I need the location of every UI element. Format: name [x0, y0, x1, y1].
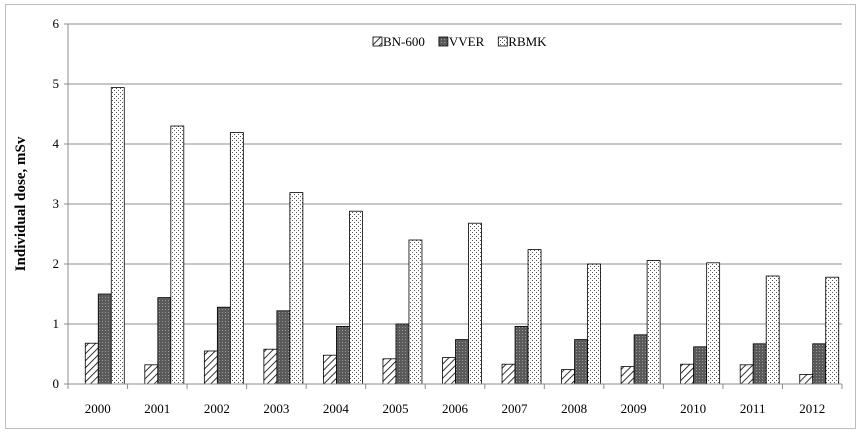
y-tick-label: 0	[53, 376, 60, 391]
x-tick-label: 2001	[144, 401, 170, 416]
bar-vver-2001	[157, 297, 172, 385]
bar-rbmk-2005	[408, 239, 423, 385]
legend-label-bn-600: BN-600	[383, 34, 425, 49]
bar-rbmk-2011	[765, 275, 780, 385]
bar-bn-600-2002	[203, 350, 218, 385]
bar-rbmk-2004	[349, 210, 363, 385]
x-tick-label: 2005	[382, 401, 408, 416]
x-tick-label: 2002	[204, 401, 230, 416]
bar-vver-2003	[276, 310, 291, 385]
bar-vver-2004	[336, 325, 350, 385]
x-tick-label: 2008	[561, 401, 587, 416]
y-axis-title: Individual dose, mSv	[13, 136, 29, 271]
legend-swatch-rbmk	[497, 36, 508, 47]
bar-bn-600-2000	[84, 342, 99, 385]
bars	[84, 87, 840, 385]
bar-bn-600-2008	[561, 369, 575, 385]
x-tick-label: 2010	[680, 401, 706, 416]
bar-bn-600-2004	[323, 354, 337, 385]
legend-label-rbmk: RBMK	[508, 34, 547, 49]
legend-label-vver: VVER	[449, 34, 485, 49]
x-tick-label: 2003	[263, 401, 289, 416]
y-tick-label: 2	[53, 256, 60, 271]
bar-bn-600-2005	[382, 358, 397, 385]
bar-rbmk-2000	[110, 87, 125, 385]
bar-vver-2010	[693, 346, 708, 385]
x-tick-label: 2004	[323, 401, 350, 416]
bar-bn-600-2012	[799, 373, 814, 385]
bar-bn-600-2011	[739, 364, 754, 385]
x-tick-label: 2009	[621, 401, 647, 416]
bar-rbmk-2012	[825, 276, 840, 385]
bar-bn-600-2003	[263, 348, 278, 385]
bar-vver-2007	[514, 325, 529, 385]
y-tick-label: 5	[53, 76, 60, 91]
legend-swatch-bn-600	[372, 36, 383, 47]
bar-vver-2008	[574, 339, 588, 385]
x-tick-label: 2006	[442, 401, 469, 416]
y-tick-label: 6	[53, 16, 60, 31]
legend: BN-600 VVER RBMK	[372, 34, 547, 49]
legend-swatch-vver	[438, 36, 449, 47]
bar-vver-2012	[812, 343, 827, 385]
bar-vver-2011	[752, 343, 767, 385]
bar-rbmk-2009	[646, 259, 661, 385]
x-tick-label: 2007	[502, 401, 529, 416]
bar-rbmk-2006	[468, 222, 482, 385]
bar-rbmk-2002	[229, 132, 244, 385]
bar-rbmk-2007	[527, 249, 542, 385]
y-tick-label: 1	[53, 316, 60, 331]
bar-rbmk-2008	[587, 263, 601, 385]
y-tick-label: 4	[53, 136, 60, 151]
bar-vver-2009	[633, 334, 648, 385]
bar-vver-2000	[97, 293, 112, 385]
x-tick-label: 2011	[740, 401, 766, 416]
y-tick-label: 3	[53, 196, 60, 211]
bar-rbmk-2010	[706, 262, 721, 385]
bar-bn-600-2007	[501, 363, 516, 385]
x-tick-label: 2000	[85, 401, 111, 416]
x-tick-label: 2012	[799, 401, 825, 416]
bar-rbmk-2001	[170, 125, 185, 385]
bar-vver-2006	[455, 339, 469, 385]
bar-bn-600-2010	[680, 363, 695, 385]
bar-vver-2005	[395, 323, 410, 385]
bar-bn-600-2009	[620, 366, 635, 385]
axes: 0 1 2 3 4 5 6 2000 2001 2002 2003 2004 2005 2006 2007 2…	[53, 16, 843, 416]
bar-vver-2002	[216, 306, 231, 385]
bar-bn-600-2001	[144, 364, 159, 385]
bar-bn-600-2006	[442, 357, 456, 385]
bar-rbmk-2003	[289, 192, 304, 385]
